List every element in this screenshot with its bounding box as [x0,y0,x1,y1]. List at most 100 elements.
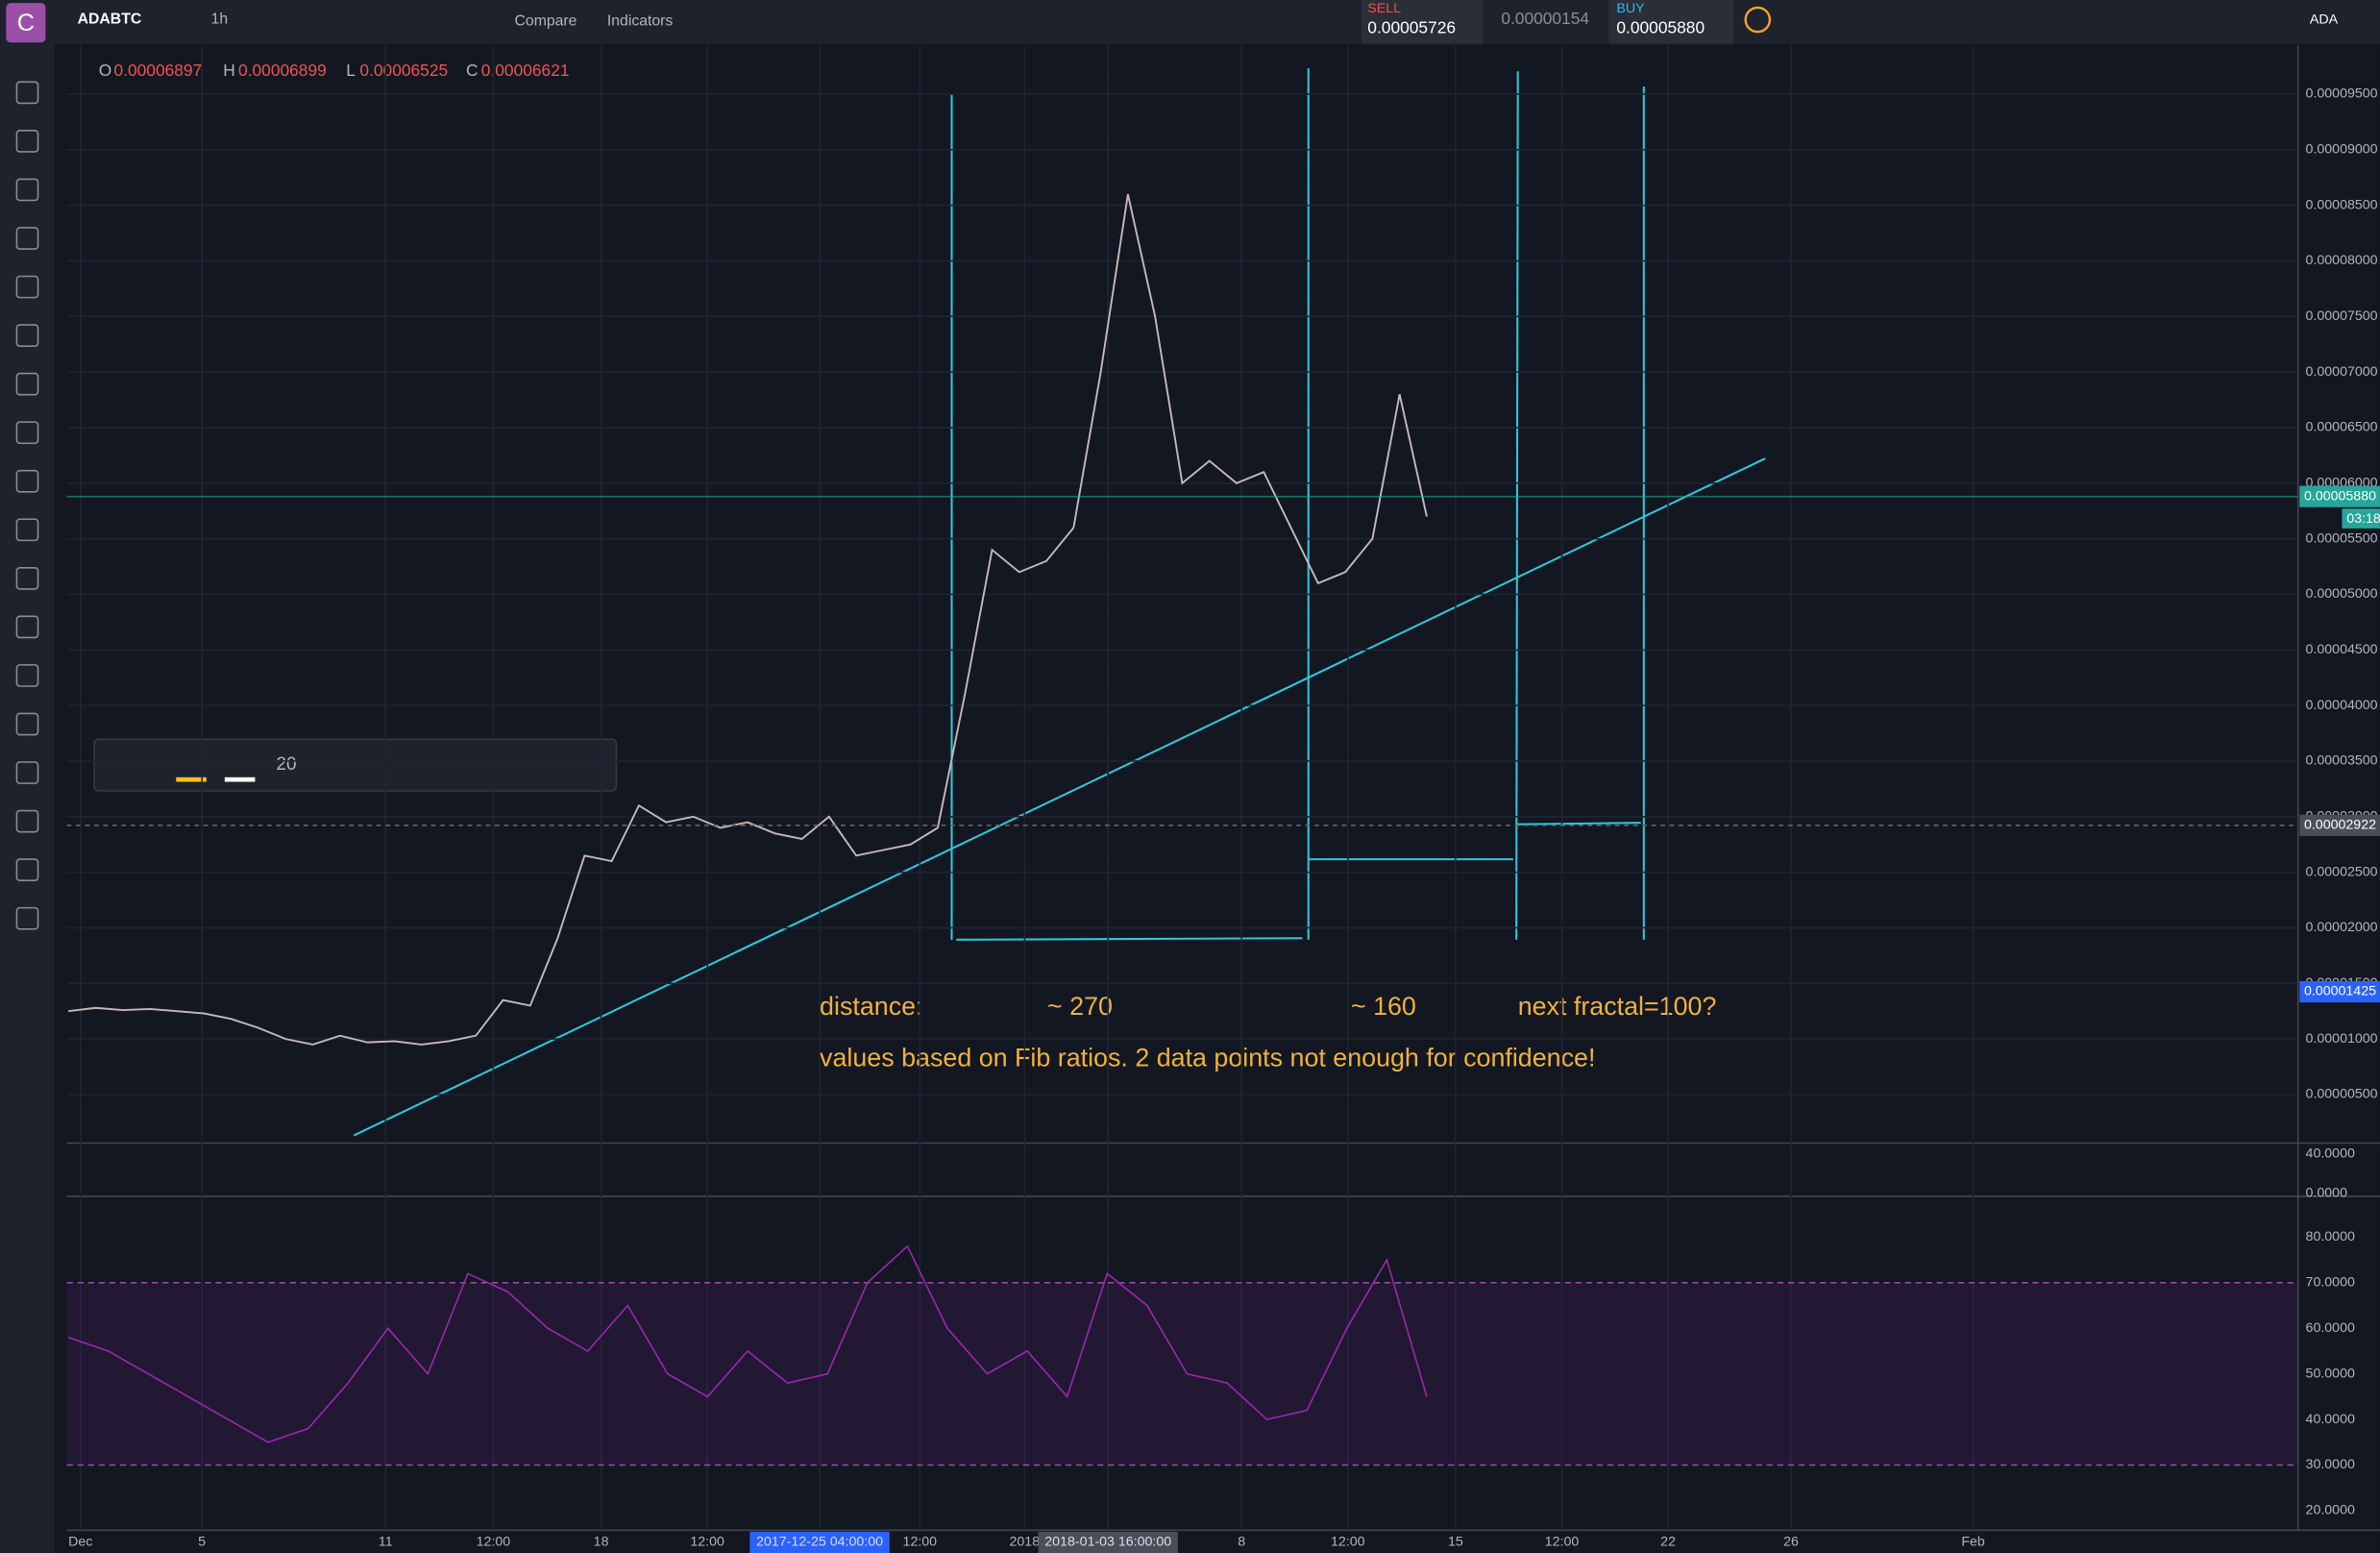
price-tick-label: 0.00003500 [2306,753,2378,769]
info-icon[interactable] [1744,6,1772,34]
price-tick-label: 0.00005500 [2306,530,2378,546]
price-tick-label: 0.00008500 [2306,197,2378,212]
rsi-line [67,1245,1428,1443]
annotation: values based on Fib ratios. 2 data point… [820,1044,1595,1072]
price-tick-label: 0.00007500 [2306,308,2378,324]
line-width[interactable]: 20 [277,754,297,775]
rsi-band [66,1282,2298,1466]
top-toolbar [0,0,2380,44]
indicators-button[interactable]: Indicators [607,12,674,29]
logo[interactable] [6,3,46,43]
legend-c-label: C [466,61,478,80]
annotation: ~ 160 [1351,992,1416,1021]
price-tick-label: 0.00001000 [2306,1031,2378,1047]
tool-icon[interactable] [15,858,39,881]
drawing-toolbar-bg [93,738,618,792]
time-highlight [749,1531,890,1553]
sell-price: 0.00005726 [1367,18,1456,37]
line-color[interactable] [224,776,256,782]
volume-tick-label: 40.0000 [2306,1146,2355,1161]
price-tick-label: 0.00002500 [2306,864,2378,879]
symbol[interactable]: ADABTC [78,12,142,28]
tool-icon[interactable] [15,906,39,930]
buy-label: BUY [1616,1,1645,16]
trend-line[interactable] [353,457,1766,1137]
time-tick-label: 15 [1448,1535,1463,1550]
tool-icon[interactable] [15,324,39,347]
tool-icon[interactable] [15,469,39,493]
time-tick-label: 12:00 [477,1535,511,1550]
time-tick-label: Feb [1961,1535,1985,1550]
price-tick-label: 0.00004500 [2306,642,2378,657]
tool-icon[interactable] [15,130,39,153]
currency[interactable]: ADA [2310,12,2339,27]
interval[interactable]: 1h [211,12,229,28]
time-tick-label: Dec [68,1535,92,1550]
time-tick-label: 12:00 [1331,1535,1365,1550]
tool-icon[interactable] [15,518,39,542]
sell-box[interactable] [1362,0,1484,44]
tool-icon[interactable] [15,178,39,202]
tool-icon[interactable] [15,372,39,396]
last-price-badge [2299,485,2380,507]
legend-l-label: L [346,61,356,80]
time-highlight [1038,1531,1178,1553]
volume-tick-label: 0.0000 [2306,1185,2348,1200]
rsi-tick-label: 50.0000 [2306,1366,2355,1381]
tool-icon[interactable] [15,81,39,105]
rsi-tick-label: 20.0000 [2306,1503,2355,1518]
text-color[interactable] [176,776,207,782]
tool-icon[interactable] [15,421,39,445]
legend-o-label: O [99,61,112,80]
price-tick-label: 0.00007000 [2306,364,2378,380]
tool-icon[interactable] [15,761,39,784]
tool-icon[interactable] [15,712,39,736]
compare-button[interactable]: Compare [515,12,577,29]
buy-price: 0.00005880 [1616,18,1705,37]
price-tick-label: 0.00005000 [2306,586,2378,602]
distance-line[interactable] [1516,822,1641,826]
countdown: 03:18 [2346,511,2380,527]
tool-icon[interactable] [15,809,39,833]
price-tick-label: 0.00002000 [2306,920,2378,935]
time-tick-label: 2018-01-03 16:00:00 [1044,1535,1171,1550]
time-tick-label: 26 [1783,1535,1799,1550]
buy-box[interactable] [1608,0,1734,44]
legend-h-label: H [223,61,235,80]
left-toolbar [0,43,55,1553]
annotation: distance: [820,992,922,1021]
annotation: next fractal=100? [1518,992,1717,1021]
legend-h: 0.00006899 [238,61,327,80]
distance-line[interactable] [956,937,1303,941]
tool-icon[interactable] [15,567,39,590]
marker-badge [2299,980,2380,1003]
legend-o: 0.00006897 [114,61,203,80]
time-tick-label: 11 [379,1535,393,1550]
rsi-tick-label: 80.0000 [2306,1229,2355,1245]
drawing-toolbar: 20 [93,738,618,792]
time-tick-label: 5 [198,1535,206,1550]
drawings [353,68,1766,1137]
marker-label: 0.00001425 [2304,984,2376,999]
tool-icon[interactable] [15,615,39,639]
tool-icon[interactable] [15,227,39,250]
vertical-line[interactable] [1515,71,1519,940]
tool-icon[interactable] [15,664,39,687]
legend: O 0.00006897 H 0.00006899 L 0.00006525 C… [99,61,570,80]
time-tick-label: 22 [1660,1535,1676,1550]
price-tick-label: 0.00009500 [2306,86,2378,102]
time-tick-label: 12:00 [1545,1535,1580,1550]
legend-l: 0.00006525 [359,61,448,80]
sell-label: SELL [1367,1,1401,16]
tool-icon[interactable] [15,275,39,299]
rsi-tick-label: 40.0000 [2306,1412,2355,1427]
annotation: ~ 270 [1047,992,1113,1021]
time-tick-label: 12:00 [903,1535,938,1550]
price-line [68,193,1428,1046]
price-tick-label: 0.00004000 [2306,698,2378,713]
countdown-badge [2342,508,2380,529]
logo-text: C [17,10,35,37]
rsi-tick-label: 30.0000 [2306,1457,2355,1472]
time-tick-label: 12:00 [690,1535,724,1550]
